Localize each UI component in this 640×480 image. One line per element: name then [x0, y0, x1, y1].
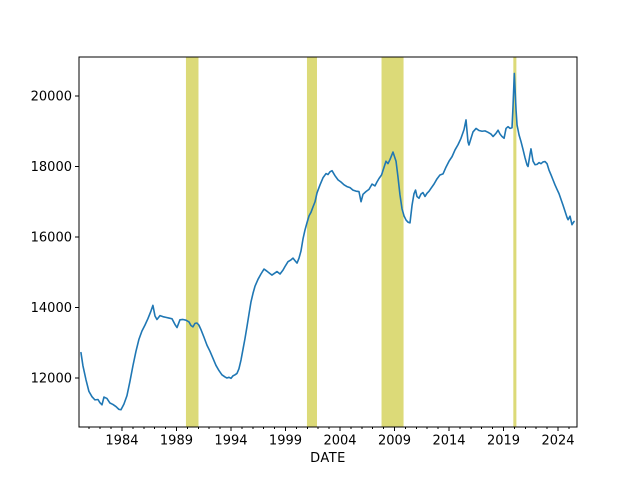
data-line: [80, 72, 575, 411]
x-tick-label: 1999: [269, 434, 302, 449]
x-tick-label: 2019: [487, 434, 520, 449]
x-tick-label: 1989: [160, 434, 193, 449]
y-tick-label: 12000: [31, 372, 72, 387]
plot-border: [78, 56, 578, 428]
x-tick-label: 2014: [432, 434, 465, 449]
recession-band: [306, 57, 317, 427]
recession-band: [185, 57, 199, 427]
x-tick-label: 1994: [214, 434, 247, 449]
x-tick-label: 2024: [541, 434, 574, 449]
recession-band: [513, 57, 517, 427]
y-tick-label: 14000: [31, 301, 72, 316]
recession-band: [381, 57, 404, 427]
x-tick-label: 2009: [378, 434, 411, 449]
x-tick-label: 1984: [105, 434, 138, 449]
x-tick-label: 2004: [323, 434, 356, 449]
x-axis-label: DATE: [310, 451, 346, 466]
y-tick-label: 16000: [31, 230, 72, 245]
y-tick-label: 18000: [31, 160, 72, 175]
y-tick-label: 20000: [31, 89, 72, 104]
